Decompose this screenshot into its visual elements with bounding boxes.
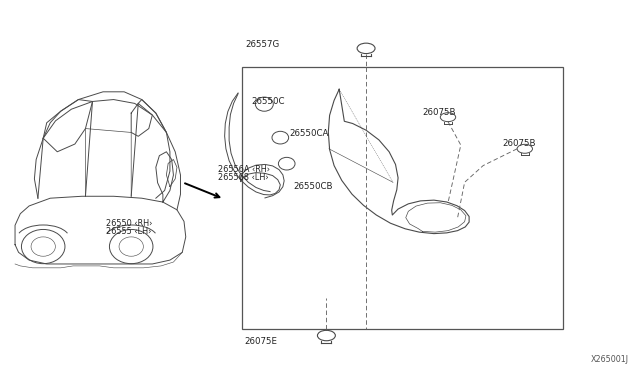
Text: 26075E: 26075E: [244, 337, 278, 346]
Text: 26550CB: 26550CB: [293, 182, 333, 191]
Text: 26075B: 26075B: [502, 139, 536, 148]
Text: 26075B: 26075B: [422, 108, 456, 117]
Text: 26557G: 26557G: [245, 40, 280, 49]
Text: 26550 ‹RH›: 26550 ‹RH›: [106, 219, 152, 228]
Text: 26550C: 26550C: [252, 97, 285, 106]
Text: 26556A ‹RH›: 26556A ‹RH›: [218, 165, 270, 174]
Text: 26555 ‹LH›: 26555 ‹LH›: [106, 227, 151, 236]
Text: X265001J: X265001J: [591, 355, 628, 364]
Text: 26550CA: 26550CA: [289, 129, 329, 138]
Bar: [242, 67, 563, 329]
Text: 265568 ‹LH›: 265568 ‹LH›: [218, 173, 269, 182]
